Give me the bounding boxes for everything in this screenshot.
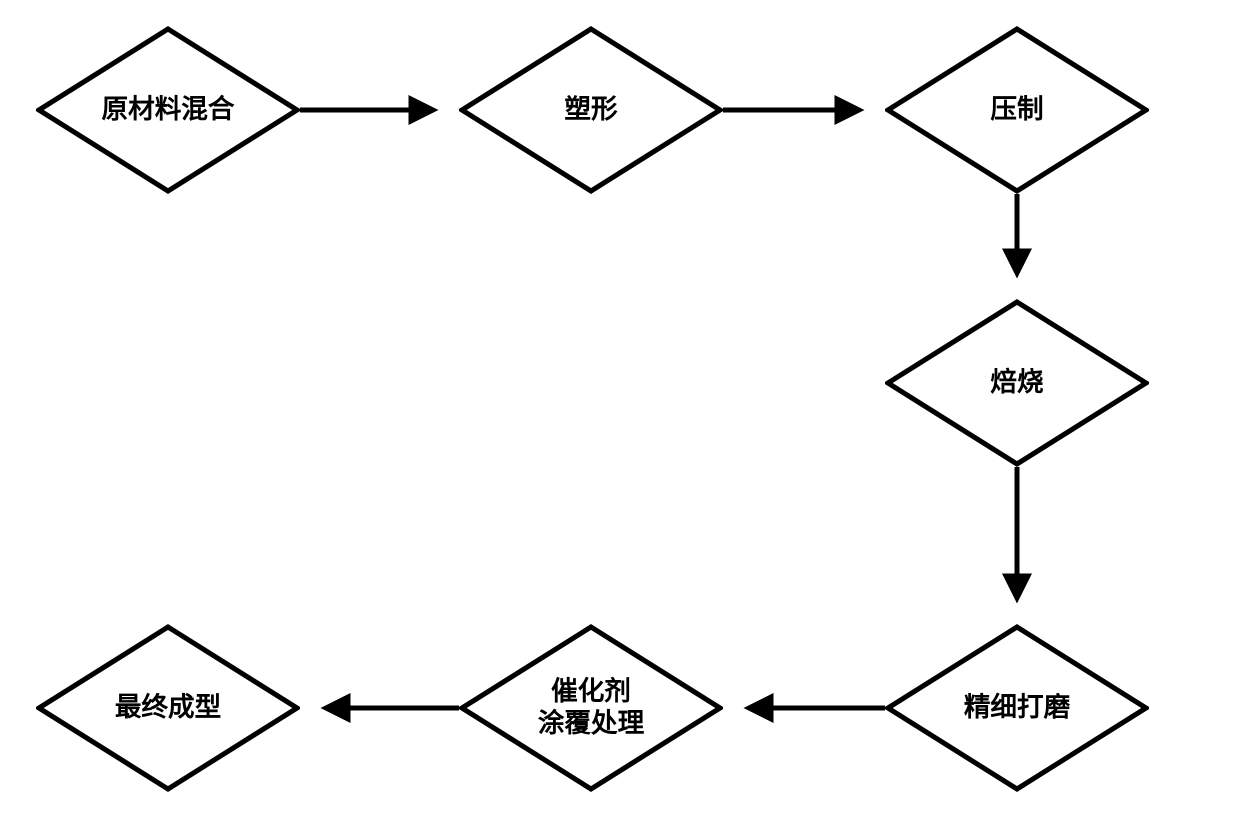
node-shaping: 塑形 [459, 26, 723, 194]
node-roasting: 焙烧 [885, 299, 1149, 467]
node-label: 压制 [990, 94, 1043, 126]
node-final-form: 最终成型 [36, 624, 300, 792]
node-label: 塑形 [564, 94, 617, 126]
node-label: 催化剂 涂覆处理 [538, 676, 644, 740]
node-label: 精细打磨 [964, 692, 1070, 724]
node-fine-grind: 精细打磨 [885, 624, 1149, 792]
node-label: 原材料混合 [102, 94, 235, 126]
node-raw-material-mix: 原材料混合 [36, 26, 300, 194]
node-catalyst-coating: 催化剂 涂覆处理 [459, 624, 723, 792]
flowchart-canvas: 原材料混合 塑形 压制 焙烧 精细打磨 催化剂 涂覆处理 最终成 [0, 0, 1234, 836]
node-label: 最终成型 [115, 692, 221, 724]
node-label: 焙烧 [990, 367, 1043, 399]
node-pressing: 压制 [885, 26, 1149, 194]
